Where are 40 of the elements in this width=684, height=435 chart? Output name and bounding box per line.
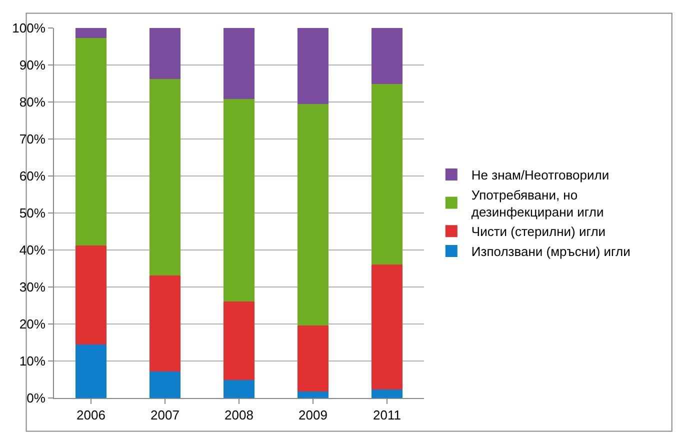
y-tick-label: 70% <box>19 132 46 147</box>
bar <box>223 380 255 398</box>
x-tick-label: 2007 <box>150 408 180 423</box>
y-tick-label: 80% <box>19 94 46 110</box>
bar <box>149 79 181 276</box>
bar <box>371 84 403 264</box>
bar <box>371 389 403 398</box>
x-tick-label: 2006 <box>76 408 106 423</box>
bar <box>297 28 329 104</box>
bar <box>297 104 329 326</box>
y-tick-label: 0% <box>26 390 46 406</box>
bar <box>149 372 181 398</box>
y-tick-label: 10% <box>19 354 46 369</box>
x-tick-label: 2009 <box>298 408 328 423</box>
legend-label: Употребявани, но дезинфекцирани игли <box>471 187 604 220</box>
bar <box>297 325 329 392</box>
legend-label: Не знам/Неотговорили <box>471 168 610 183</box>
y-tick-label: 60% <box>19 168 46 184</box>
y-tick-label: 20% <box>19 316 46 332</box>
legend-label: Чисти (стерилни) игли <box>471 224 606 240</box>
bar <box>371 28 403 84</box>
y-tick-label: 40% <box>19 242 46 258</box>
x-tick-label: 2011 <box>373 408 401 423</box>
bar <box>75 246 107 344</box>
bar <box>371 264 403 390</box>
legend-label: Използвани (мръсни) игли <box>471 244 630 260</box>
x-tick-label: 2008 <box>224 408 254 423</box>
bar <box>223 301 255 380</box>
bar <box>297 392 329 398</box>
y-tick-label: 100% <box>12 20 46 36</box>
bar <box>223 99 255 302</box>
bar <box>75 344 107 398</box>
bar <box>149 276 181 372</box>
bar <box>149 28 181 80</box>
y-tick-label: 30% <box>19 280 46 295</box>
y-tick-label: 50% <box>19 206 46 221</box>
bar <box>75 28 107 38</box>
bar <box>223 28 255 100</box>
bar <box>75 38 107 246</box>
y-tick-label: 90% <box>19 58 46 73</box>
